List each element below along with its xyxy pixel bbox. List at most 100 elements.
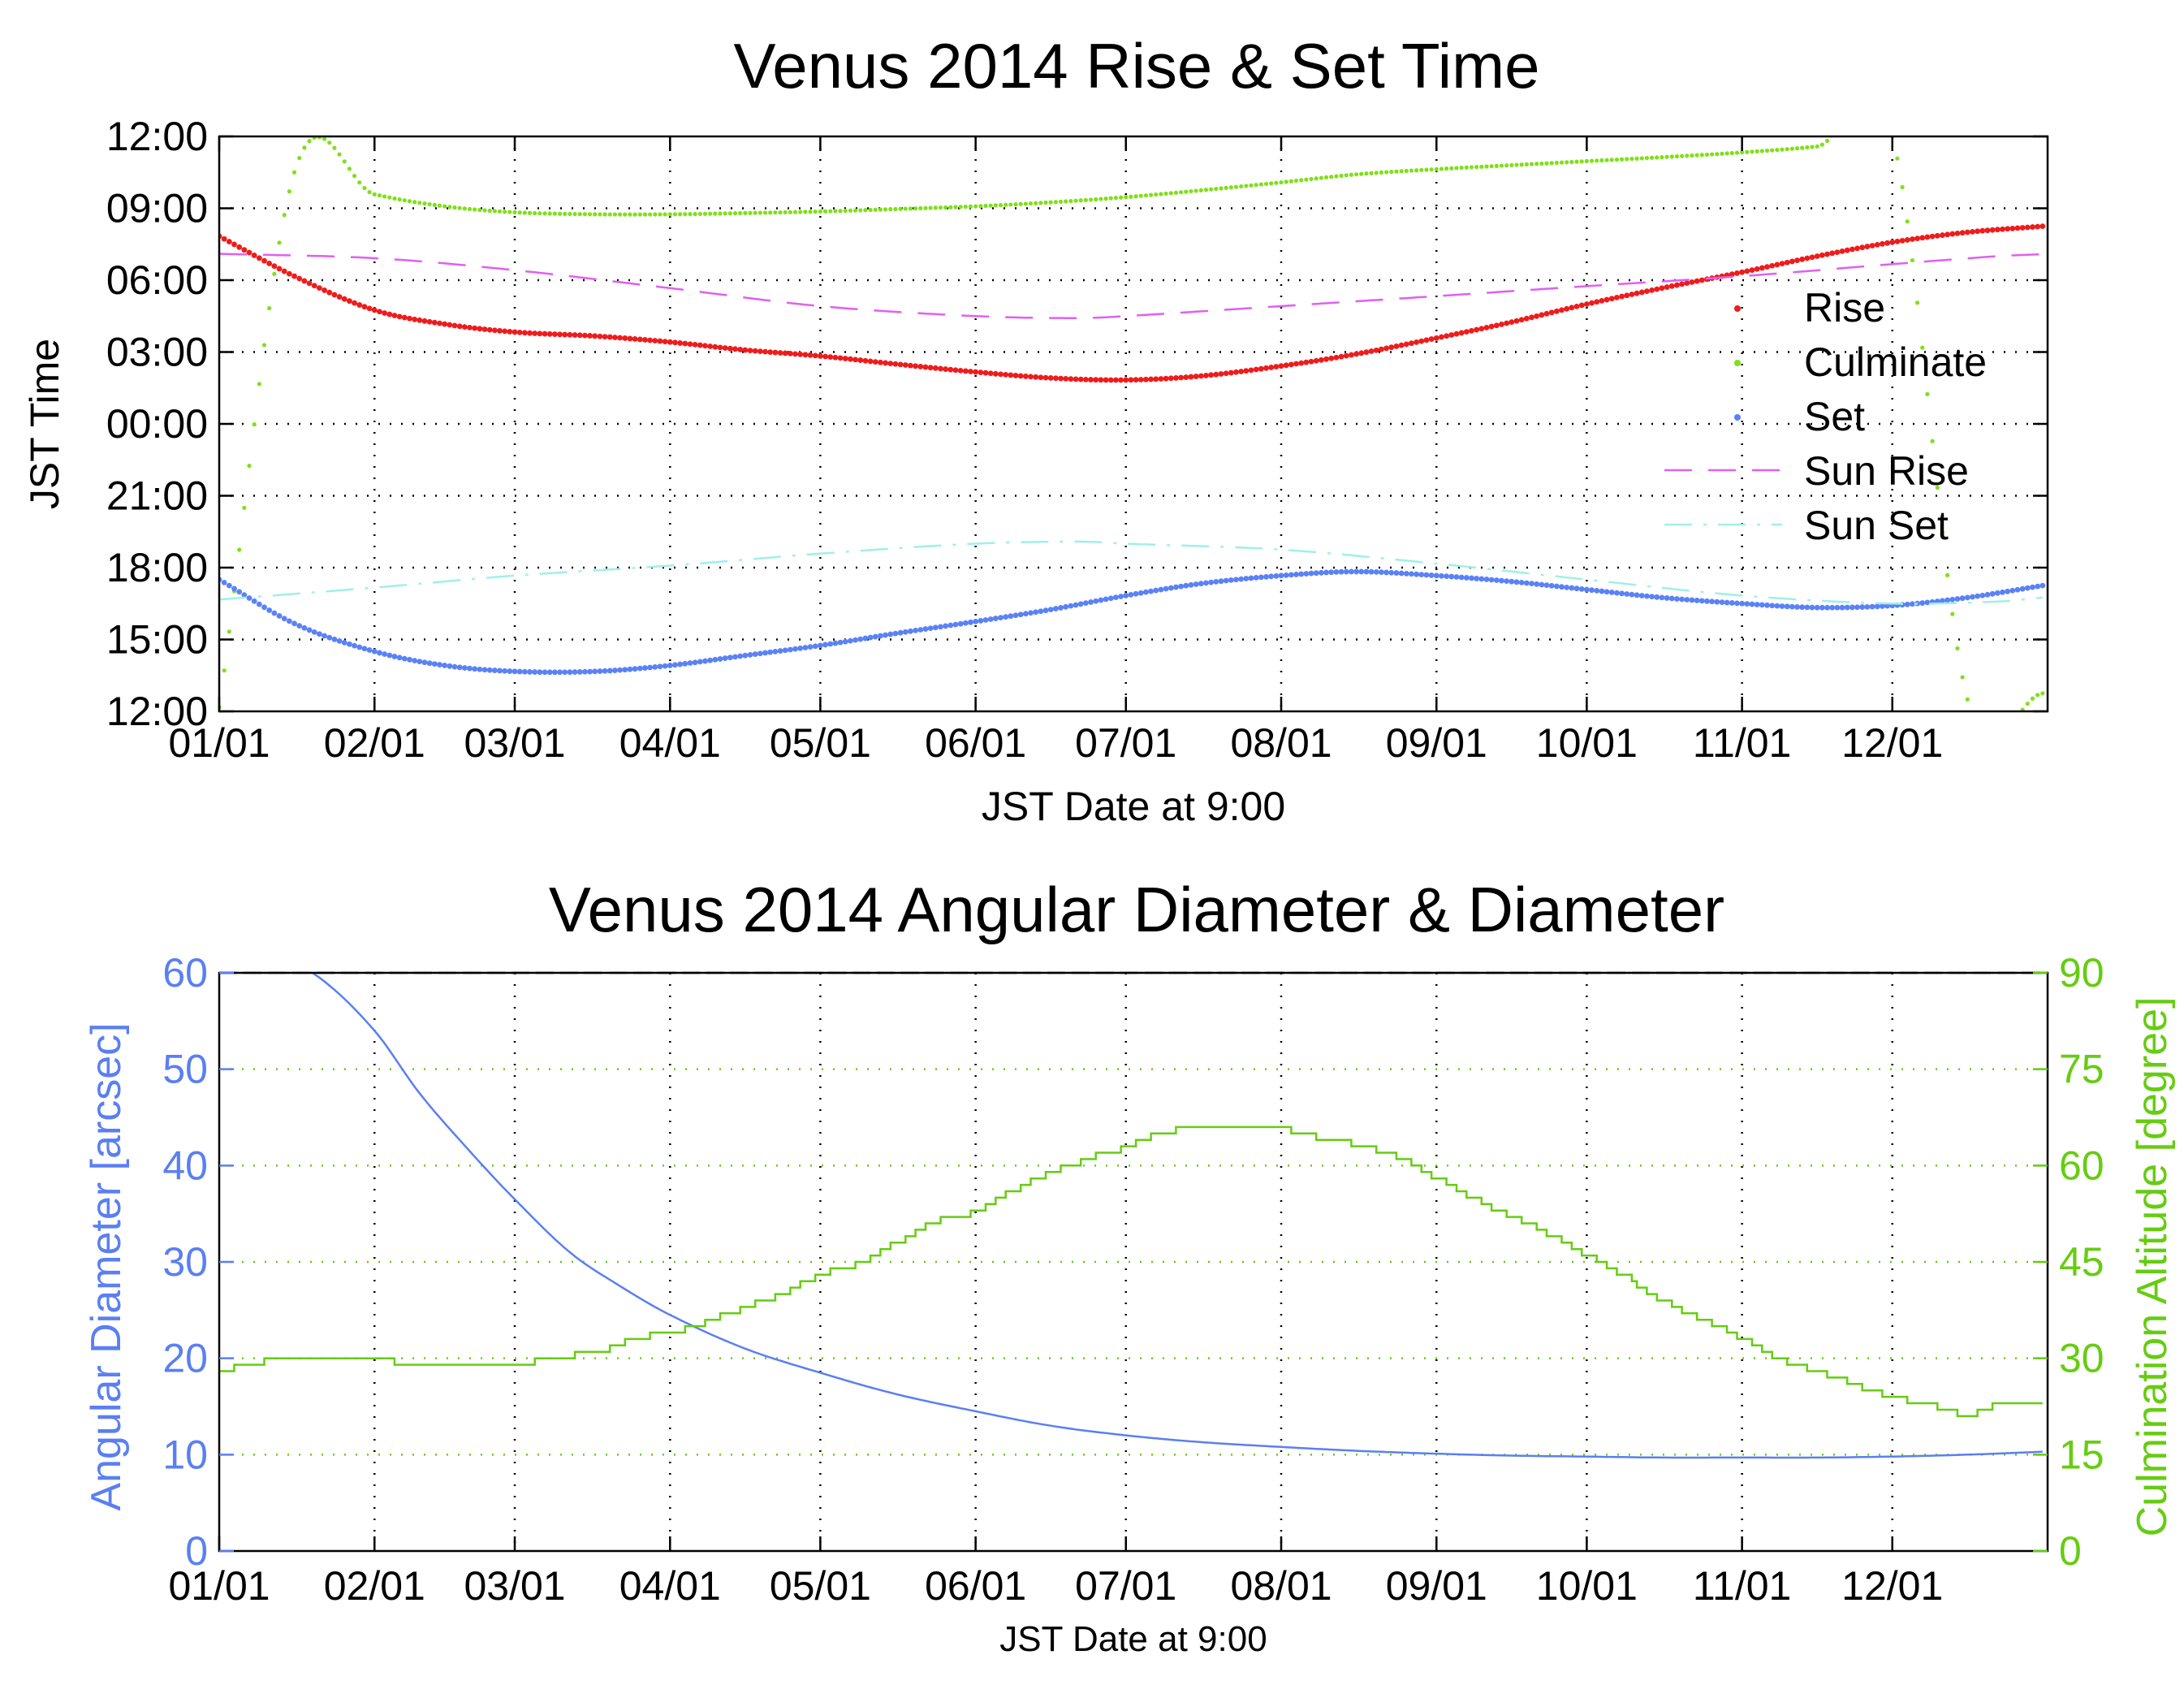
data-point-set bbox=[266, 607, 273, 613]
data-point-rise bbox=[1148, 376, 1154, 382]
data-point-rise bbox=[1178, 374, 1185, 381]
data-point-rise bbox=[1919, 235, 1926, 241]
data-point-culminate bbox=[1258, 182, 1263, 187]
data-point-set bbox=[652, 663, 658, 670]
data-point-culminate bbox=[663, 212, 667, 217]
data-point-rise bbox=[1203, 373, 1209, 378]
data-point-set bbox=[1358, 568, 1365, 575]
data-point-culminate bbox=[547, 211, 552, 216]
data-point-set bbox=[1208, 579, 1215, 585]
data-point-rise bbox=[1474, 326, 1480, 333]
data-point-culminate bbox=[1780, 147, 1785, 152]
data-point-rise bbox=[947, 366, 954, 373]
data-point-rise bbox=[927, 365, 934, 371]
data-point-rise bbox=[1158, 376, 1164, 382]
x-axis-label: JST Date at 9:00 bbox=[982, 784, 1285, 829]
data-point-culminate bbox=[762, 210, 768, 215]
data-point-rise bbox=[657, 338, 663, 344]
data-point-rise bbox=[1934, 232, 1940, 239]
data-point-culminate bbox=[1284, 179, 1288, 184]
data-point-rise bbox=[1553, 308, 1560, 314]
data-point-set bbox=[837, 639, 844, 646]
data-point-culminate bbox=[1168, 191, 1173, 196]
data-point-rise bbox=[1644, 288, 1650, 295]
data-point-culminate bbox=[237, 547, 242, 552]
data-point-culminate bbox=[778, 210, 783, 215]
y-tick-label: 40 bbox=[162, 1143, 208, 1188]
data-point-culminate bbox=[1629, 156, 1634, 162]
data-point-rise bbox=[241, 247, 248, 253]
data-point-set bbox=[1288, 572, 1294, 578]
data-point-set bbox=[752, 651, 758, 657]
data-point-rise bbox=[982, 369, 989, 376]
data-point-rise bbox=[276, 266, 283, 272]
data-point-rise bbox=[417, 317, 423, 323]
data-point-rise bbox=[1599, 297, 1605, 304]
data-point-set bbox=[1268, 573, 1275, 580]
data-point-culminate bbox=[1129, 194, 1133, 199]
data-point-rise bbox=[1248, 367, 1254, 374]
data-point-rise bbox=[246, 249, 252, 256]
data-point-rise bbox=[266, 261, 273, 266]
x-axis-label: JST Date at 9:00 bbox=[999, 1619, 1267, 1659]
data-point-rise bbox=[1273, 364, 1280, 369]
data-point-culminate bbox=[803, 210, 808, 214]
data-point-culminate bbox=[1529, 162, 1534, 166]
x-axis-ticks: 01/01 02/01 03/01 04/01 05/01 06/01 07/01 08/01… bbox=[168, 1536, 1943, 1609]
data-point-rise bbox=[1253, 366, 1259, 373]
data-point-rise bbox=[1789, 258, 1795, 265]
data-point-set bbox=[391, 654, 398, 659]
data-point-culminate bbox=[291, 170, 297, 175]
data-point-set bbox=[1764, 602, 1770, 608]
data-point-rise bbox=[1573, 303, 1580, 309]
data-point-rise bbox=[647, 337, 654, 343]
data-point-culminate bbox=[808, 210, 813, 214]
data-point-set bbox=[822, 642, 828, 648]
data-point-set bbox=[597, 668, 603, 674]
data-point-rise bbox=[1333, 354, 1340, 361]
data-point-culminate bbox=[1970, 714, 1975, 718]
data-point-rise bbox=[322, 287, 327, 293]
data-point-culminate bbox=[437, 203, 442, 208]
data-point-culminate bbox=[1163, 191, 1168, 197]
data-point-culminate bbox=[1965, 697, 1970, 702]
data-point-culminate bbox=[277, 240, 282, 245]
data-point-culminate bbox=[683, 212, 688, 217]
data-point-set bbox=[451, 663, 458, 670]
data-point-set bbox=[491, 668, 498, 673]
grid bbox=[219, 971, 2048, 1551]
data-point-rise bbox=[551, 331, 558, 337]
data-point-set bbox=[827, 641, 834, 647]
data-point-set bbox=[913, 627, 919, 633]
data-point-culminate bbox=[648, 212, 653, 217]
data-point-set bbox=[1088, 599, 1094, 605]
data-point-rise bbox=[1052, 375, 1059, 382]
data-point-rise bbox=[848, 356, 853, 362]
data-point-culminate bbox=[617, 212, 623, 217]
data-point-rise bbox=[2014, 225, 2021, 231]
data-point-rise bbox=[1483, 325, 1490, 331]
data-point-set bbox=[1553, 583, 1560, 590]
data-point-culminate bbox=[948, 205, 953, 210]
data-point-rise bbox=[1008, 372, 1014, 378]
data-point-set bbox=[2009, 587, 2016, 594]
data-point-set bbox=[426, 660, 433, 667]
series-rise bbox=[219, 223, 2046, 383]
data-point-rise bbox=[1198, 373, 1204, 379]
data-point-culminate bbox=[2040, 691, 2045, 696]
data-point-rise bbox=[2024, 224, 2031, 231]
data-point-set bbox=[987, 616, 994, 622]
data-point-rise bbox=[812, 352, 818, 359]
data-point-rise bbox=[697, 342, 703, 348]
data-point-rise bbox=[672, 339, 678, 346]
data-point-set bbox=[1333, 569, 1340, 575]
data-point-culminate bbox=[667, 212, 672, 217]
data-point-culminate bbox=[1319, 175, 1323, 180]
data-point-rise bbox=[777, 350, 783, 356]
data-point-set bbox=[2005, 588, 2011, 594]
data-point-culminate bbox=[1925, 391, 1930, 396]
data-point-culminate bbox=[412, 200, 417, 205]
data-point-culminate bbox=[1004, 202, 1008, 207]
data-point-rise bbox=[1444, 333, 1450, 339]
data-point-rise bbox=[1884, 240, 1890, 246]
